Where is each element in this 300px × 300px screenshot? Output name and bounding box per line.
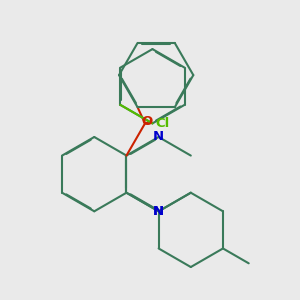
Text: N: N [153,205,164,218]
Text: Cl: Cl [155,117,170,130]
Text: N: N [153,205,164,218]
Text: O: O [141,115,152,128]
Text: N: N [153,130,164,143]
